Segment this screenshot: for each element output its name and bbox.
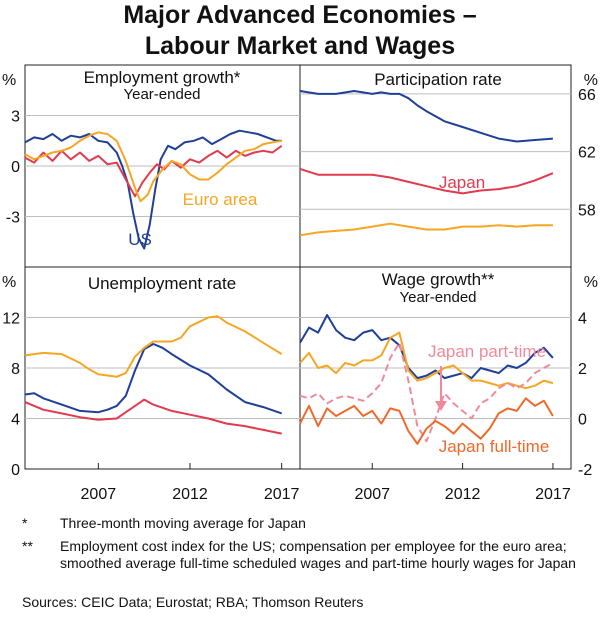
bottom-right-series-japan-full-time — [299, 397, 554, 445]
top-right-series-us — [299, 90, 553, 143]
bottom-left-series-us — [24, 343, 283, 415]
chart-title-line-1: Major Advanced Economies – — [123, 1, 477, 29]
footnote-2-text: Employment cost index for the US; compen… — [60, 538, 576, 571]
top-left-panel-title: Employment growth* — [84, 68, 241, 87]
bottom-left-xtick-label: 2017 — [264, 486, 300, 503]
bottom-left-series-euro-area — [24, 315, 283, 378]
top-left-unit-label: % — [2, 72, 16, 89]
bottom-left-ytick-label: 4 — [11, 412, 20, 429]
top-right-series-euro-area — [299, 222, 553, 237]
top-right-ytick-label: 66 — [578, 87, 596, 104]
bottom-right-annotation-japan-part-time: Japan part-time — [428, 342, 546, 361]
bottom-right-xtick-label: 2017 — [535, 486, 571, 503]
bottom-left-xtick-label: 2012 — [172, 486, 208, 503]
footnote-2-mark: ** — [22, 538, 33, 554]
chart-title: Major Advanced Economies – Labour Market… — [0, 0, 600, 62]
bottom-right-ytick-label: -2 — [578, 462, 592, 479]
sources: Sources: CEIC Data; Eurostat; RBA; Thoms… — [22, 594, 364, 610]
bottom-right-ytick-label: 0 — [578, 412, 587, 429]
top-right-series-japan — [299, 167, 554, 195]
footnote-1-text: Three-month moving average for Japan — [60, 515, 306, 531]
top-left-annotation-us: US — [128, 230, 152, 249]
bottom-right-unit-label: % — [584, 274, 598, 291]
bottom-left-unit-label: % — [2, 274, 16, 291]
bottom-left-xtick-label: 2007 — [81, 486, 117, 503]
bottom-right-xtick-label: 2007 — [354, 486, 390, 503]
top-left-series-us — [24, 129, 282, 250]
bottom-right-ytick-label: 4 — [578, 311, 587, 328]
bottom-right-ytick-label: 2 — [578, 361, 587, 378]
top-left-series-japan — [24, 144, 283, 198]
top-right-annotation-japan: Japan — [439, 173, 485, 192]
bottom-left-ytick-label: 0 — [11, 462, 20, 479]
bottom-left-ytick-label: 12 — [2, 311, 20, 328]
top-right-ytick-label: 58 — [578, 202, 596, 219]
top-left-annotation-euro-area: Euro area — [183, 190, 258, 209]
bottom-left-ytick-label: 8 — [11, 361, 20, 378]
top-left-ytick-label: 0 — [11, 159, 20, 176]
bottom-right-panel-subtitle: Year-ended — [399, 289, 476, 306]
bottom-right-panel-title: Wage growth** — [382, 270, 495, 289]
top-right-ytick-label: 62 — [578, 145, 596, 162]
top-left-ytick-label: 3 — [11, 109, 20, 126]
bottom-left-panel-title: Unemployment rate — [88, 274, 236, 293]
footnote-1-mark: * — [22, 515, 28, 531]
top-left-panel-subtitle: Year-ended — [123, 86, 200, 103]
top-left-series-euro-area — [24, 131, 282, 203]
top-right-panel-title: Participation rate — [374, 70, 502, 89]
bottom-right-series-japan-part-time — [299, 341, 554, 443]
chart-title-line-2: Labour Market and Wages — [144, 32, 456, 60]
bottom-right-series-us — [299, 314, 554, 380]
part-time-arrow-head — [435, 401, 447, 411]
bottom-right-xtick-label: 2012 — [445, 486, 481, 503]
bottom-left-series-japan — [24, 398, 282, 435]
top-left-ytick-label: -3 — [6, 210, 20, 227]
top-right-unit-label: % — [584, 72, 598, 89]
bottom-right-annotation-japan-full-time: Japan full-time — [439, 437, 550, 456]
